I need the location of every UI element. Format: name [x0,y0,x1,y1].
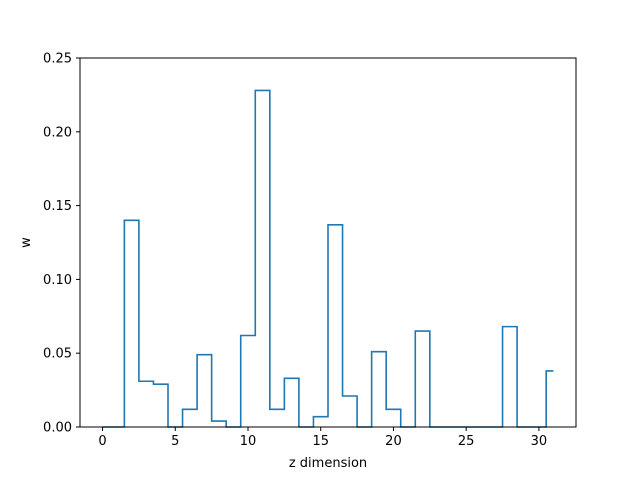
x-tick-label-15: 15 [312,434,329,449]
x-tick-label-25: 25 [458,434,475,449]
y-tick-label-3: 0.15 [43,199,72,214]
y-tick-label-2: 0.10 [43,273,72,288]
axes-frame [79,57,577,428]
y-axis-label: w [19,237,34,248]
y-tick-label-5: 0.25 [43,52,72,67]
y-tick-label-1: 0.05 [43,347,72,362]
x-tick-label-10: 10 [240,434,257,449]
x-axis-ticks: 0 5 10 15 20 25 30 [98,427,547,449]
x-axis-label: z dimension [289,456,367,471]
x-tick-label-5: 5 [171,434,179,449]
x-tick-label-20: 20 [385,434,402,449]
x-tick-label-30: 30 [531,434,548,449]
y-tick-label-0: 0.00 [43,421,72,436]
x-tick-label-0: 0 [98,434,106,449]
y-tick-label-4: 0.20 [43,125,72,140]
y-axis-ticks: 0.00 0.05 0.10 0.15 0.20 0.25 [43,52,80,436]
